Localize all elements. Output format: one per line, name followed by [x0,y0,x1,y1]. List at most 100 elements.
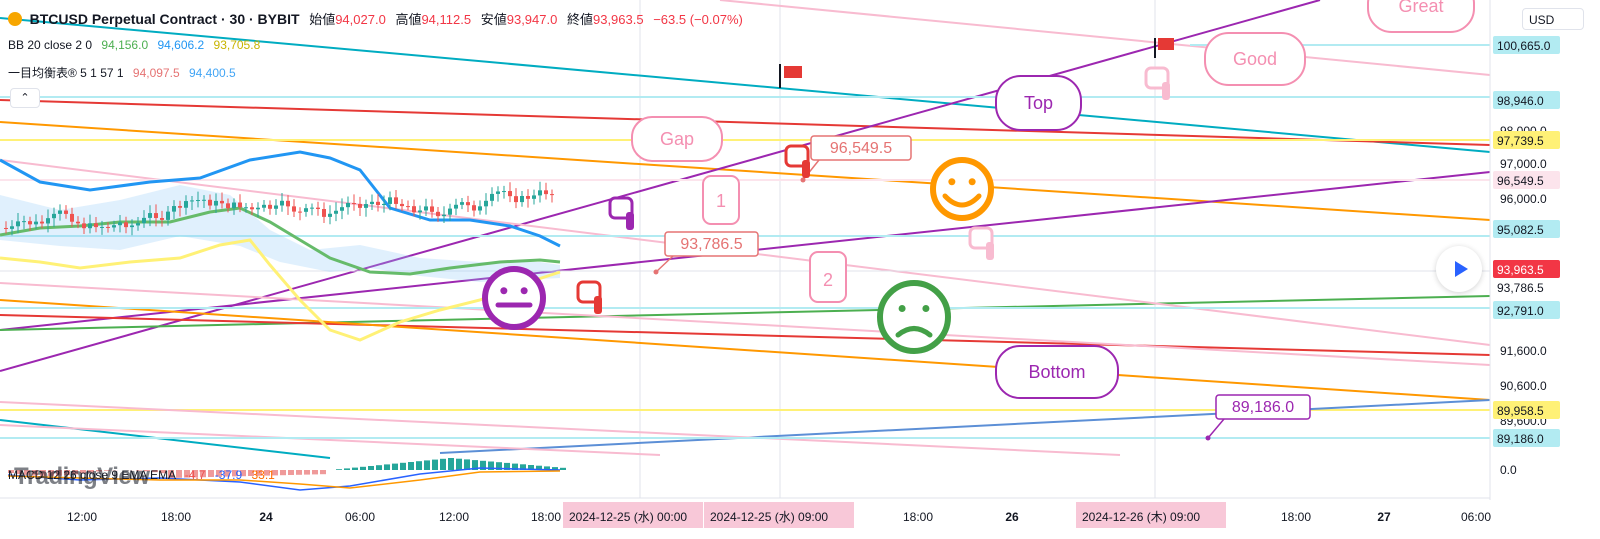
price-tag-label: 89,186.0 [1497,432,1544,446]
candle-body [346,202,350,208]
tradingview-watermark: TradingView [14,463,150,490]
play-icon[interactable] [1436,246,1482,292]
neutral-face-icon-eye [500,287,508,295]
macd-histogram-bar [64,470,70,476]
candle-body [502,191,506,193]
candle-body [82,223,86,229]
macd-value-3: 33.1 [251,468,275,482]
price-tag-label: 89,958.5 [1497,404,1544,418]
trend-line [0,282,1491,366]
currency-button[interactable]: USD [1522,8,1584,30]
happy-face-icon-eye [948,178,956,186]
macd-histogram-bar [320,470,326,475]
great-callout: Great [1398,0,1443,16]
macd-histogram-bar [288,470,294,475]
bottom-callout-bubble [995,345,1119,399]
pointing-hand-icon [968,226,994,250]
time-axis-tick: 18:00 [903,510,933,524]
candle-body [262,204,266,208]
candle-body [22,221,26,223]
macd-histogram-bar [184,470,190,478]
candle-body [532,195,536,199]
macd-histogram-bar [368,466,374,470]
macd-histogram-bar [72,470,78,475]
price-tag-label: 100,665.0 [1497,39,1551,53]
candle-body [250,207,254,210]
candle-body [100,226,104,228]
ichimoku-label: 一目均衡表® 5 1 57 1 [8,66,124,80]
macd-histogram-bar [520,464,526,470]
price-tag-label: 95,082.5 [1497,223,1544,237]
candle-body [436,211,440,217]
macd-histogram-bar [32,470,38,476]
high-value: 94,112.5 [421,12,472,27]
candle-body [142,217,146,224]
candle-body [496,191,500,194]
neutral-face-icon [482,266,546,330]
macd-histogram-bar [472,460,478,470]
good-callout-bubble [1204,32,1306,86]
price-tag-label: 97,739.5 [1497,134,1544,148]
macd-histogram-bar [240,470,246,477]
macd-histogram-bar [24,470,30,475]
candle-body [160,218,164,220]
candle-body [508,191,512,197]
candle-body [442,214,446,217]
time-axis-tick: 18:00 [531,510,561,524]
candle-body [406,206,410,208]
ichimoku-legend[interactable]: 一目均衡表® 5 1 57 1 94,097.5 94,400.5 [8,64,242,81]
candle-body [10,226,14,229]
candle-body [64,210,68,214]
macd-histogram-bar [192,470,198,478]
macd-histogram-bar [504,462,510,470]
candle-body [460,202,464,205]
price-tag [1493,301,1560,319]
candle-body [382,203,386,206]
numbered-box-2 [809,251,847,303]
macd-label: MACD 12 26 close 9 EMA EMA [8,468,176,482]
macd-histogram-bar [224,470,230,477]
high-label: 高値 [395,12,422,27]
happy-face-icon-eye [968,178,976,186]
candle-body [328,213,332,217]
price-tag-label: 93,786.5 [1497,281,1544,295]
macd-legend[interactable]: MACD 12 26 close 9 EMA EMA -4.7 -37.9 33… [8,468,275,482]
ichimoku-value-2: 94,400.5 [188,66,236,80]
time-axis-tick: 12:00 [67,510,97,524]
candle-body [190,200,194,202]
macd-histogram-bar [216,470,222,477]
time-axis-tick: 18:00 [1281,510,1311,524]
candle-body [454,204,458,209]
price-tag [1493,36,1560,54]
bb-legend[interactable]: BB 20 close 2 0 94,156.0 94,606.2 93,705… [8,38,266,52]
price-axis-tick: 97,000.0 [1500,157,1547,171]
price-tag-label: 92,791.0 [1497,304,1544,318]
macd-value-1: -4.7 [184,468,206,482]
symbol-title[interactable]: BTCUSD Perpetual Contract · 30 · BYBIT [29,11,300,27]
macd-histogram-bar [312,470,318,475]
trend-line [0,401,1121,456]
trend-line [0,314,1491,356]
chevron-up-icon[interactable]: ⌃ [10,88,40,108]
candle-body [340,207,344,211]
macd-histogram-bar [256,470,262,476]
candle-body [238,202,242,208]
macd-histogram-bar [304,470,310,475]
bybit-logo-icon [8,12,22,26]
price-tag-label: 98,946.0 [1497,94,1544,108]
open-label: 始値 [309,12,336,27]
time-axis-highlight [704,502,854,528]
open-value: 94,027.0 [335,12,386,27]
price-tag [1493,278,1560,296]
macd-histogram-bar [96,470,102,472]
numbered-label-2: 2 [823,270,833,290]
happy-face-icon [930,157,994,221]
close-label: 終値 [566,12,593,27]
candle-body [130,225,134,228]
candle-body [490,193,494,201]
candle-body [418,210,422,213]
candle-body [28,221,32,225]
macd-histogram-bar [536,465,542,470]
